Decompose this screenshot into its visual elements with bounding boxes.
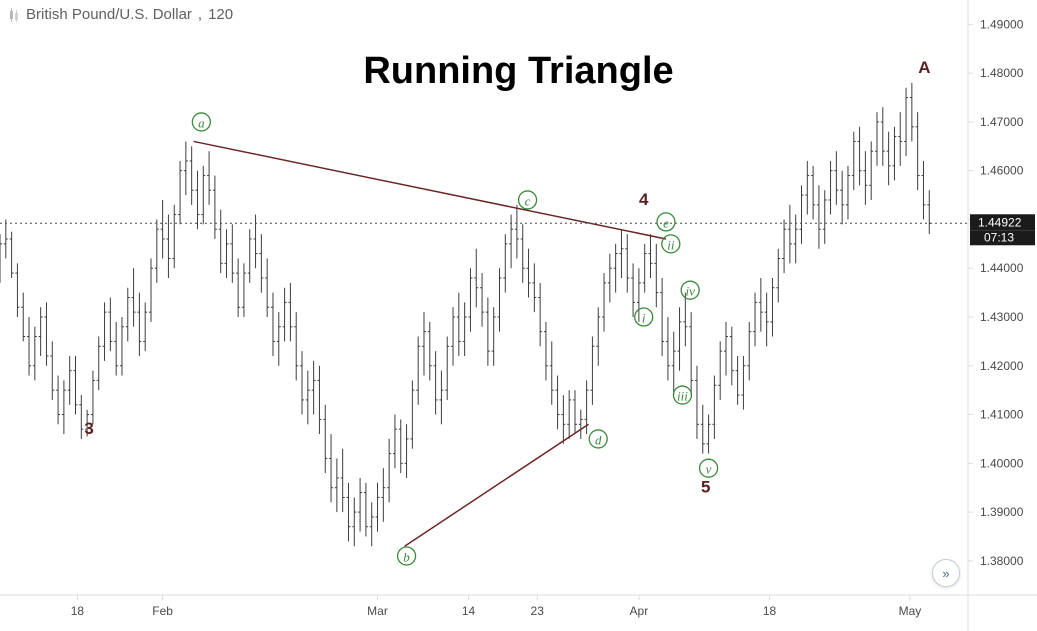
svg-text:Mar: Mar xyxy=(367,604,388,618)
wave-circle-e[interactable]: e xyxy=(657,213,675,231)
svg-text:18: 18 xyxy=(763,604,777,618)
chart-root: British Pound/U.S. Dollar , 120 Running … xyxy=(0,0,1037,631)
x-tick: 23 xyxy=(531,595,545,618)
x-tick: Apr xyxy=(630,595,649,618)
wave-circle-iii[interactable]: iii xyxy=(673,386,691,404)
wave-circle-a[interactable]: a xyxy=(192,113,210,131)
svg-text:1.38000: 1.38000 xyxy=(980,554,1024,568)
y-tick: 1.48000 xyxy=(968,66,1024,80)
chevrons-right-icon: » xyxy=(942,566,949,581)
svg-text:i: i xyxy=(642,311,646,326)
instrument-sep: , xyxy=(198,6,202,23)
y-tick: 1.47000 xyxy=(968,115,1024,129)
svg-text:May: May xyxy=(899,604,922,618)
trendline[interactable] xyxy=(194,141,666,239)
y-tick: 1.49000 xyxy=(968,17,1024,31)
wave-label-3[interactable]: 3 xyxy=(84,419,93,438)
x-tick: 18 xyxy=(71,595,85,618)
y-tick: 1.38000 xyxy=(968,554,1024,568)
svg-text:iii: iii xyxy=(677,389,688,404)
svg-text:18: 18 xyxy=(71,604,85,618)
wave-circle-b[interactable]: b xyxy=(398,547,416,565)
y-tick: 1.43000 xyxy=(968,310,1024,324)
candle-icon xyxy=(8,7,20,23)
svg-text:Feb: Feb xyxy=(152,604,173,618)
svg-text:1.46000: 1.46000 xyxy=(980,164,1024,178)
chart-canvas[interactable]: 1.38000 1.39000 1.40000 1.41000 1.42000 1.430… xyxy=(0,0,1037,631)
svg-text:1.40000: 1.40000 xyxy=(980,456,1024,470)
svg-text:Apr: Apr xyxy=(630,604,649,618)
x-tick: Feb xyxy=(152,595,173,618)
y-tick: 1.40000 xyxy=(968,456,1024,470)
svg-text:b: b xyxy=(403,549,410,564)
svg-text:1.39000: 1.39000 xyxy=(980,505,1024,519)
svg-text:a: a xyxy=(198,115,205,130)
instrument-interval: 120 xyxy=(208,6,233,23)
svg-text:1.43000: 1.43000 xyxy=(980,310,1024,324)
svg-text:1.42000: 1.42000 xyxy=(980,359,1024,373)
svg-text:iv: iv xyxy=(685,284,695,299)
svg-text:1.41000: 1.41000 xyxy=(980,408,1024,422)
svg-text:e: e xyxy=(663,215,669,230)
svg-text:23: 23 xyxy=(531,604,545,618)
wave-circle-v[interactable]: v xyxy=(700,459,718,477)
x-tick: May xyxy=(899,595,922,618)
wave-label-A[interactable]: A xyxy=(918,58,930,77)
wave-label-5[interactable]: 5 xyxy=(701,478,710,497)
svg-text:14: 14 xyxy=(462,604,476,618)
instrument-symbol: British Pound/U.S. Dollar xyxy=(26,6,192,23)
y-tick: 1.41000 xyxy=(968,408,1024,422)
svg-text:1.49000: 1.49000 xyxy=(980,17,1024,31)
svg-text:1.48000: 1.48000 xyxy=(980,66,1024,80)
trendline[interactable] xyxy=(405,424,589,546)
svg-text:ii: ii xyxy=(667,237,675,252)
svg-text:c: c xyxy=(525,193,531,208)
x-tick: 18 xyxy=(763,595,777,618)
x-tick: Mar xyxy=(367,595,388,618)
y-tick: 1.44000 xyxy=(968,261,1024,275)
x-tick: 14 xyxy=(462,595,476,618)
price-flag: 1.4492207:13 xyxy=(970,214,1035,245)
y-tick: 1.42000 xyxy=(968,359,1024,373)
y-tick: 1.46000 xyxy=(968,164,1024,178)
wave-label-4[interactable]: 4 xyxy=(639,190,649,209)
svg-text:1.44922: 1.44922 xyxy=(978,215,1022,229)
y-tick: 1.39000 xyxy=(968,505,1024,519)
svg-text:1.47000: 1.47000 xyxy=(980,115,1024,129)
wave-circle-d[interactable]: d xyxy=(589,430,607,448)
price-series xyxy=(0,83,931,546)
svg-text:1.44000: 1.44000 xyxy=(980,261,1024,275)
svg-text:d: d xyxy=(595,432,602,447)
svg-text:07:13: 07:13 xyxy=(984,230,1014,244)
wave-circle-iv[interactable]: iv xyxy=(681,281,699,299)
instrument-bar: British Pound/U.S. Dollar , 120 xyxy=(8,6,233,23)
wave-circle-ii[interactable]: ii xyxy=(662,235,680,253)
wave-circle-c[interactable]: c xyxy=(519,191,537,209)
jump-to-latest-button[interactable]: » xyxy=(932,559,960,587)
wave-circle-i[interactable]: i xyxy=(635,308,653,326)
svg-text:v: v xyxy=(706,462,712,477)
